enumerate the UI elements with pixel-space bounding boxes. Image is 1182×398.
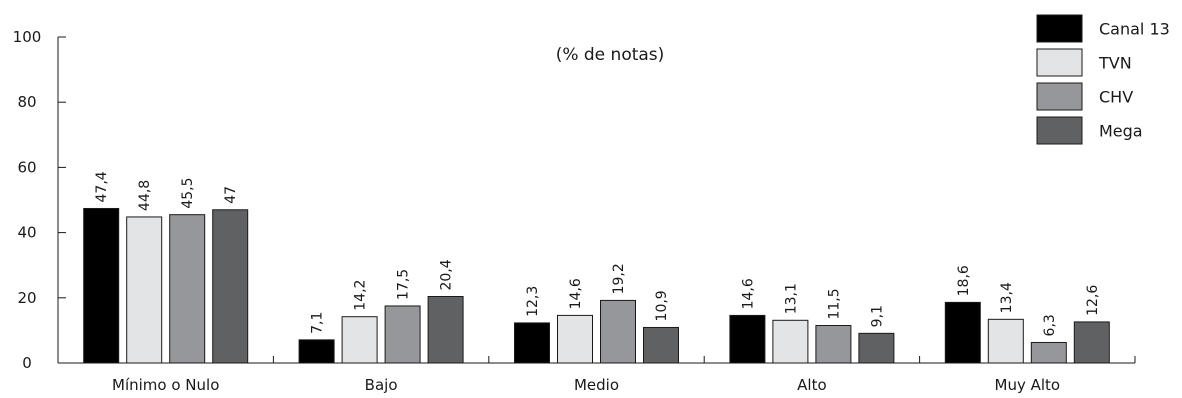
bar — [1030, 341, 1067, 364]
data-label: 44,8 — [137, 180, 153, 211]
y-tick-label: 40 — [17, 224, 36, 242]
data-label: 7,1 — [310, 312, 326, 334]
legend-label: CHV — [1099, 88, 1133, 107]
data-label: 9,1 — [869, 305, 885, 327]
bar — [944, 301, 981, 364]
bar — [298, 339, 335, 364]
axes: 0 20 40 60 80 100 Mínimo o Nulo Bajo Medio Alto Mu… — [13, 28, 1136, 394]
data-label: 20,4 — [439, 259, 455, 290]
y-tick-label: 80 — [17, 93, 36, 111]
legend-swatch — [1036, 14, 1083, 43]
data-label: 13,1 — [783, 283, 799, 314]
legend-label: Mega — [1099, 122, 1143, 141]
bar — [169, 214, 206, 364]
data-label: 45,5 — [180, 177, 196, 208]
bars-group: 47,4 44,8 45,5 47 7,1 14,2 17,5 20,4 12,3 14,6 19,… — [83, 171, 1110, 364]
data-label: 18,6 — [956, 265, 972, 296]
bar — [729, 314, 766, 364]
category-label: Alto — [797, 376, 827, 394]
data-label: 14,6 — [568, 278, 584, 309]
legend: Canal 13 TVN CHV Mega — [1036, 14, 1170, 145]
bar — [212, 209, 249, 364]
y-tick-label: 0 — [22, 354, 32, 372]
y-tick-label: 100 — [13, 28, 42, 46]
data-label: 12,6 — [1085, 285, 1101, 316]
data-label: 12,3 — [525, 286, 541, 317]
bar — [126, 216, 163, 364]
data-label: 10,9 — [654, 290, 670, 321]
bar — [514, 322, 550, 364]
category-label: Mínimo o Nulo — [112, 376, 219, 394]
y-tick-label: 20 — [17, 289, 36, 307]
data-label: 47 — [223, 186, 239, 204]
bar — [341, 316, 378, 364]
bar — [83, 207, 120, 364]
data-label: 14,6 — [740, 278, 756, 309]
data-label: 47,4 — [94, 171, 110, 202]
category-label: Bajo — [365, 376, 398, 394]
bar — [772, 319, 809, 364]
bar — [600, 299, 636, 364]
bar — [384, 305, 421, 364]
data-label: 6,3 — [1042, 314, 1058, 336]
chart-subtitle: (% de notas) — [556, 45, 665, 65]
bar — [987, 318, 1024, 364]
bar — [643, 326, 679, 364]
category-label: Muy Alto — [995, 376, 1061, 394]
legend-swatch — [1036, 48, 1083, 77]
legend-swatch — [1036, 116, 1083, 145]
y-tick-label: 60 — [17, 158, 36, 176]
data-label: 11,5 — [826, 288, 842, 319]
category-label: Medio — [574, 376, 619, 394]
bar — [557, 314, 593, 364]
legend-swatch — [1036, 82, 1083, 111]
data-label: 14,2 — [353, 280, 369, 311]
bar — [427, 295, 464, 364]
bar — [858, 332, 895, 364]
bar — [1073, 321, 1110, 364]
data-label: 19,2 — [611, 263, 627, 294]
bar — [815, 325, 852, 364]
data-label: 13,4 — [999, 282, 1015, 313]
data-label: 17,5 — [396, 269, 412, 300]
legend-label: Canal 13 — [1099, 20, 1170, 39]
legend-label: TVN — [1098, 54, 1132, 73]
